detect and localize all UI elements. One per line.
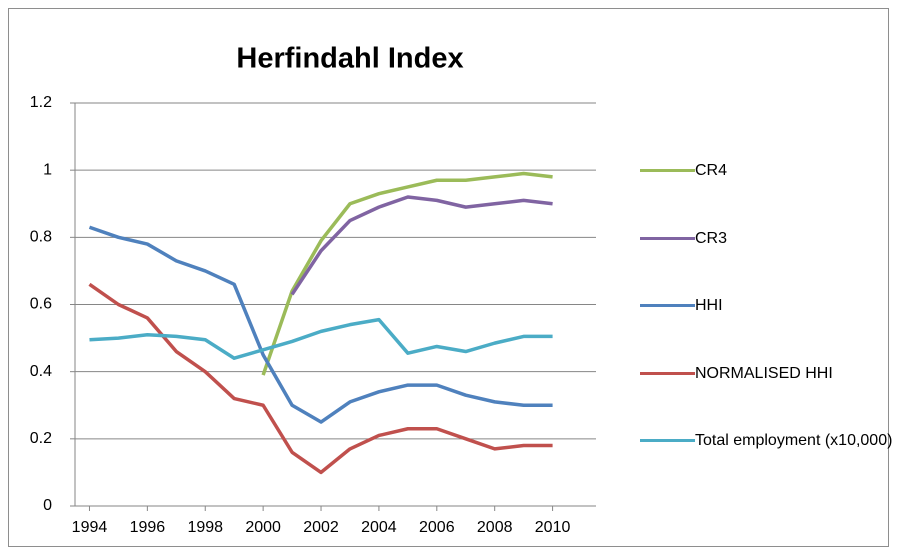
x-tick-label: 2000 (245, 519, 281, 536)
y-tick-label: 0.4 (30, 363, 52, 380)
series-line (290, 195, 553, 296)
series-line (88, 225, 553, 424)
legend-item: Total employment (x10,000) (640, 430, 895, 452)
legend-swatch (640, 439, 695, 442)
x-tick-label: 1998 (187, 519, 223, 536)
x-tick-label: 1994 (72, 519, 108, 536)
legend-swatch (640, 169, 695, 172)
legend-label: CR4 (695, 162, 728, 179)
y-tick-label: 1 (43, 161, 52, 178)
legend-swatch (640, 236, 695, 240)
legend-label: NORMALISED HHI (695, 364, 833, 382)
y-tick-label: 0 (43, 497, 52, 514)
y-tick-label: 0.2 (30, 430, 52, 447)
series-line (88, 282, 553, 475)
x-tick-label: 2010 (535, 519, 571, 536)
legend-label: HHI (695, 297, 723, 314)
legend-swatch (640, 304, 695, 307)
x-tick-label: 2004 (361, 519, 397, 536)
y-tick-label: 0.8 (30, 229, 52, 246)
x-tick-label: 2002 (303, 519, 339, 536)
legend-swatch (640, 371, 695, 375)
series-line (89, 317, 553, 360)
legend-item: HHI (640, 295, 895, 317)
legend-item: NORMALISED HHI (640, 363, 895, 385)
legend-item: CR3 (640, 228, 895, 250)
legend-label: CR3 (695, 229, 728, 247)
chart-frame (8, 8, 889, 547)
chart-title: Herfindahl Index (236, 43, 463, 75)
series-line (261, 171, 553, 376)
legend-label: Total employment (x10,000) (695, 432, 893, 449)
x-tick-label: 1996 (130, 519, 166, 536)
y-tick-label: 0.6 (30, 296, 52, 313)
x-tick-label: 2008 (477, 519, 513, 536)
y-tick-label: 1.2 (30, 94, 52, 111)
legend-item: CR4 (640, 160, 895, 182)
x-tick-label: 2006 (419, 519, 455, 536)
